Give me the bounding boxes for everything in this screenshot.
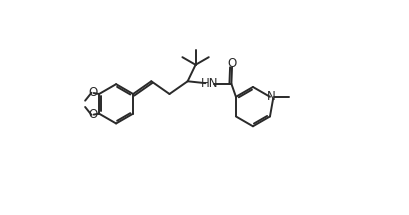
Text: O: O [88,108,97,121]
Text: HN: HN [200,77,218,90]
Text: O: O [227,57,237,70]
Text: O: O [88,86,97,99]
Text: N: N [267,90,276,103]
